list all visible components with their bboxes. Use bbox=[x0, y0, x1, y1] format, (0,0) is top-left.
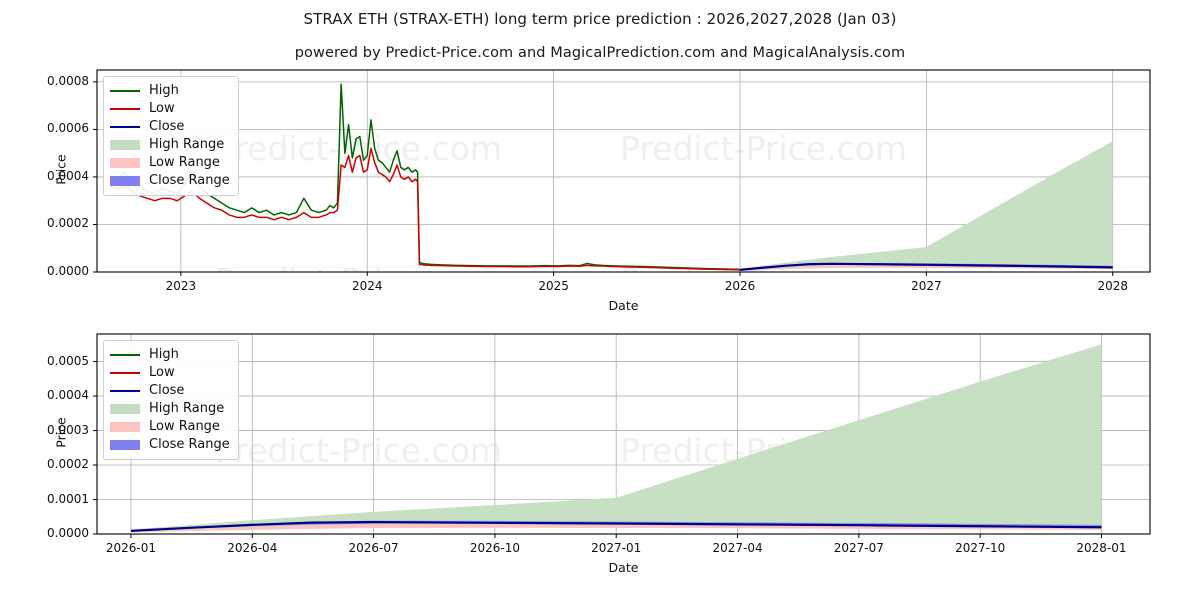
x-tick-label: 2028 bbox=[1097, 279, 1128, 293]
x-tick-label: 2025 bbox=[538, 279, 569, 293]
x-tick-label: 2026 bbox=[724, 279, 756, 293]
band-high-range bbox=[130, 344, 1102, 532]
x-tick-label: 2028-01 bbox=[1076, 541, 1127, 555]
legend-label: Close bbox=[149, 383, 185, 398]
y-tick-label: 0.0002 bbox=[47, 457, 89, 472]
legend-item-high-range[interactable]: High Range bbox=[110, 136, 230, 154]
y-tick-label: 0.0004 bbox=[47, 388, 89, 403]
y-tick-label: 0.0002 bbox=[47, 216, 89, 231]
legend-swatch-low-icon bbox=[110, 366, 140, 380]
y-tick-label: 0.0004 bbox=[47, 168, 89, 183]
watermark-text: Predict-Price.com bbox=[620, 129, 907, 168]
legend-label: Close Range bbox=[149, 173, 230, 188]
watermark-text: Predict-Price.com bbox=[215, 261, 502, 300]
x-tick-label: 2023 bbox=[165, 279, 197, 293]
legend-label: Low bbox=[149, 101, 175, 116]
x-tick-label: 2024 bbox=[351, 279, 383, 293]
chart-legend: High Low Close High Range Low Range Close Ran… bbox=[103, 76, 239, 196]
legend-label: Low Range bbox=[149, 419, 220, 434]
legend-item-close-range[interactable]: Close Range bbox=[110, 172, 230, 190]
legend-swatch-low-icon bbox=[110, 102, 140, 116]
legend-label: Low bbox=[149, 365, 175, 380]
legend-item-high[interactable]: High bbox=[110, 346, 230, 364]
legend-item-low-range[interactable]: Low Range bbox=[110, 154, 230, 172]
chart-legend: High Low Close High Range Low Range Close Ran… bbox=[103, 340, 239, 460]
legend-swatch-close-range-icon bbox=[110, 438, 140, 452]
x-tick-label: 2027-10 bbox=[955, 541, 1006, 555]
legend-item-low[interactable]: Low bbox=[110, 364, 230, 382]
legend-label: Close bbox=[149, 119, 185, 134]
series-line-low bbox=[109, 147, 740, 271]
x-tick-label: 2026-01 bbox=[105, 541, 157, 555]
legend-label: Close Range bbox=[149, 437, 230, 452]
band-close-range bbox=[130, 520, 1102, 532]
y-tick-label: 0.0006 bbox=[47, 121, 89, 136]
legend-item-high-range[interactable]: High Range bbox=[110, 400, 230, 418]
legend-label: Low Range bbox=[149, 155, 220, 170]
axes-frame bbox=[96, 69, 1151, 273]
legend-label: High bbox=[149, 83, 179, 98]
watermark-text: Predict-Price.com bbox=[215, 431, 502, 470]
y-tick-label: 0.0000 bbox=[47, 264, 89, 278]
y-tick-label: 0.0003 bbox=[47, 422, 89, 437]
x-tick-label: 2026-07 bbox=[348, 541, 399, 555]
legend-item-low-range[interactable]: Low Range bbox=[110, 418, 230, 436]
legend-swatch-high-icon bbox=[110, 348, 140, 362]
x-axis-label: Date bbox=[608, 560, 639, 575]
legend-label: High bbox=[149, 347, 179, 362]
x-tick-label: 2026-04 bbox=[227, 541, 278, 555]
x-tick-label: 2027-07 bbox=[833, 541, 884, 555]
x-tick-label: 2027-01 bbox=[591, 541, 642, 555]
page-title: STRAX ETH (STRAX-ETH) long term price pr… bbox=[303, 10, 897, 28]
page-subtitle: powered by Predict-Price.com and Magical… bbox=[294, 45, 906, 61]
legend-swatch-low-range-icon bbox=[110, 420, 140, 434]
legend-swatch-high-range-icon bbox=[110, 402, 140, 416]
y-tick-label: 0.0000 bbox=[47, 526, 89, 540]
legend-item-close[interactable]: Close bbox=[110, 382, 230, 400]
legend-swatch-high-range-icon bbox=[110, 138, 140, 152]
series-line-close bbox=[739, 262, 1113, 271]
legend-swatch-close-range-icon bbox=[110, 174, 140, 188]
x-tick-label: 2027 bbox=[911, 279, 942, 293]
axes-frame bbox=[96, 333, 1151, 535]
legend-item-close-range[interactable]: Close Range bbox=[110, 436, 230, 454]
legend-swatch-close-icon bbox=[110, 120, 140, 134]
legend-item-low[interactable]: Low bbox=[110, 100, 230, 118]
legend-label: High Range bbox=[149, 137, 225, 152]
y-tick-label: 0.0001 bbox=[47, 491, 89, 506]
x-tick-label: 2027-04 bbox=[712, 541, 763, 555]
legend-item-high[interactable]: High bbox=[110, 82, 230, 100]
legend-swatch-high-icon bbox=[110, 84, 140, 98]
legend-swatch-close-icon bbox=[110, 384, 140, 398]
y-tick-label: 0.0008 bbox=[47, 73, 89, 88]
series-line-close bbox=[130, 521, 1102, 532]
x-tick-label: 2026-10 bbox=[469, 541, 520, 555]
y-axis-label: Price bbox=[53, 417, 69, 448]
band-high-range bbox=[739, 141, 1113, 271]
legend-item-close[interactable]: Close bbox=[110, 118, 230, 136]
x-axis-label: Date bbox=[608, 298, 639, 313]
legend-swatch-low-range-icon bbox=[110, 156, 140, 170]
watermark-text: Predict-Price.com bbox=[215, 129, 502, 168]
legend-label: High Range bbox=[149, 401, 225, 416]
y-tick-label: 0.0005 bbox=[47, 353, 89, 368]
